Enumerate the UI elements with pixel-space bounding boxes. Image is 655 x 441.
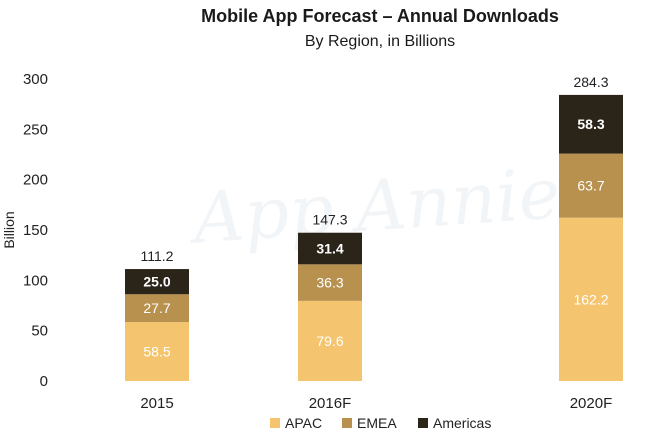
data-label-americas: 31.4 — [316, 241, 343, 257]
x-tick-label: 2015 — [140, 395, 173, 412]
data-label-apac: 79.6 — [316, 333, 343, 349]
y-tick-label: 50 — [31, 323, 48, 340]
y-axis-label: Billion — [1, 211, 17, 248]
y-tick-label: 0 — [40, 373, 48, 390]
chart-title: Mobile App Forecast – Annual Downloads — [201, 6, 559, 26]
chart-subtitle: By Region, in Billions — [305, 33, 455, 50]
legend-item-emea: EMEA — [342, 415, 397, 431]
y-tick-label: 250 — [23, 121, 48, 138]
data-label-emea: 27.7 — [143, 300, 170, 316]
bar-segment-emea-2015 — [125, 294, 189, 323]
total-label: 111.2 — [141, 248, 174, 264]
y-tick-label: 200 — [23, 172, 48, 189]
legend-label: APAC — [285, 415, 322, 431]
total-label: 147.3 — [312, 212, 347, 228]
legend-swatch — [342, 418, 352, 428]
bar-segment-apac-2016f — [298, 300, 362, 381]
bar-stack-2016f: 79.6 36.3 31.4 147.3 — [298, 212, 362, 381]
bar-segment-americas-2020f — [559, 94, 623, 154]
total-label: 284.3 — [573, 74, 608, 90]
legend-item-americas: Americas — [418, 415, 491, 431]
legend-label: Americas — [433, 415, 491, 431]
y-tick-label: 150 — [23, 222, 48, 239]
data-label-apac: 58.5 — [143, 344, 170, 360]
bar-stack-2015: 58.5 27.7 25.0 111.2 — [125, 248, 189, 381]
bar-stack-2020f: 162.2 63.7 58.3 284.3 — [559, 74, 623, 381]
bar-segment-apac-2015 — [125, 322, 189, 381]
data-label-apac: 162.2 — [573, 291, 608, 307]
legend-item-apac: APAC — [270, 415, 322, 431]
data-label-americas: 58.3 — [577, 116, 604, 132]
legend-label: EMEA — [357, 415, 397, 431]
bar-segment-emea-2016f — [298, 264, 362, 301]
data-label-emea: 36.3 — [316, 275, 343, 291]
bar-segment-americas-2015 — [125, 269, 189, 295]
x-tick-label: 2020F — [570, 395, 613, 412]
bar-segment-emea-2020f — [559, 153, 623, 218]
data-label-emea: 63.7 — [577, 178, 604, 194]
watermark-text: App Annie — [185, 152, 563, 260]
bar-segment-apac-2020f — [559, 217, 623, 381]
data-label-americas: 25.0 — [143, 274, 170, 290]
x-tick-label: 2016F — [309, 395, 352, 412]
y-tick-label: 100 — [23, 272, 48, 289]
legend-swatch — [270, 418, 280, 428]
y-tick-label: 300 — [23, 71, 48, 88]
legend-swatch — [418, 418, 428, 428]
bar-segment-americas-2016f — [298, 232, 362, 265]
